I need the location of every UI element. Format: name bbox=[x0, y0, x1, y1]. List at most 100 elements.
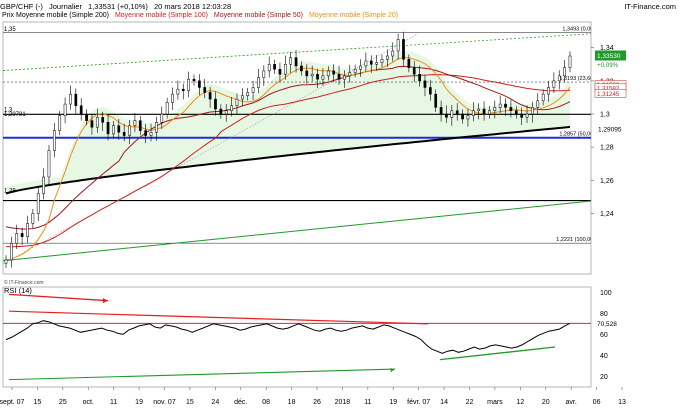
candle-body bbox=[343, 75, 346, 80]
candle-body bbox=[112, 125, 115, 135]
candle-body bbox=[138, 120, 142, 131]
candle-body bbox=[423, 80, 427, 88]
x-tick-label: oct. bbox=[83, 399, 94, 406]
candle-body bbox=[26, 223, 29, 237]
x-tick-label: nov. 07 bbox=[153, 399, 176, 406]
legend-ma200: Prix Moyenne mobile (Simple 200) bbox=[2, 12, 109, 19]
candle-body bbox=[439, 107, 443, 115]
candle-body bbox=[278, 69, 282, 75]
x-tick-label: 19 bbox=[135, 399, 143, 406]
brand-label: IT-Finance.com bbox=[624, 2, 676, 11]
x-tick-label: 25 bbox=[59, 399, 67, 406]
x-axis: sept. 07 15 25 oct. 11 19 nov. 07 15 24 déc. 08 18 2… bbox=[0, 387, 626, 406]
candle-body bbox=[359, 65, 362, 70]
candle-body bbox=[552, 80, 556, 88]
x-tick-label: févr. 07 bbox=[407, 399, 430, 406]
candle-body bbox=[412, 67, 416, 75]
candle-body bbox=[101, 117, 105, 123]
candle-body bbox=[149, 132, 153, 136]
candle-body bbox=[455, 110, 459, 115]
candle-body bbox=[289, 57, 293, 65]
candle-body bbox=[482, 108, 486, 115]
candle-body bbox=[160, 113, 164, 123]
x-tick-label: 18 bbox=[288, 399, 296, 406]
rsi-down-arrow bbox=[8, 293, 109, 302]
last-price-label: 1,33531 (+0,10%) bbox=[88, 2, 148, 11]
rsi-title: RSI (14) bbox=[4, 286, 32, 295]
candle-body bbox=[466, 115, 470, 120]
y-tick-label: 1,24 bbox=[600, 211, 614, 218]
candle-body bbox=[171, 93, 174, 103]
candle-body bbox=[353, 69, 357, 73]
candle-body bbox=[364, 60, 368, 67]
chart-header: GBP/CHF (-) Journalier 1,33531 (+0,10%) … bbox=[0, 1, 235, 12]
candle-body bbox=[262, 70, 266, 78]
candle-body bbox=[450, 110, 454, 118]
candle-body bbox=[31, 213, 35, 224]
candle-body bbox=[79, 105, 83, 115]
candle-body bbox=[407, 59, 411, 68]
candle-body bbox=[525, 113, 529, 118]
rsi-y-axis: 100 80 60 40 20 70,528 bbox=[597, 290, 617, 381]
candle-body bbox=[493, 107, 497, 111]
candle-body bbox=[520, 113, 524, 118]
ma-badge-label: 1,31582 bbox=[597, 85, 620, 92]
candle-body bbox=[557, 75, 561, 82]
ma200-line bbox=[5, 125, 571, 195]
x-tick-label: 06 bbox=[593, 399, 601, 406]
trend-area bbox=[6, 51, 570, 194]
candle-body bbox=[563, 67, 566, 77]
candle-body bbox=[428, 87, 432, 95]
candle-body bbox=[192, 78, 196, 82]
x-tick-label: 26 bbox=[313, 399, 321, 406]
candle-body bbox=[509, 107, 513, 111]
period-label: Journalier bbox=[49, 2, 82, 11]
x-tick-label: 11 bbox=[364, 399, 371, 406]
lower-trend-line bbox=[3, 200, 591, 262]
ma-badge bbox=[594, 89, 627, 98]
x-tick-label: déc. bbox=[234, 399, 247, 406]
candle-body bbox=[294, 57, 298, 67]
x-tick-label: 14 bbox=[440, 399, 448, 406]
candle-body bbox=[240, 95, 244, 100]
candle-body bbox=[187, 78, 190, 92]
x-tick-label: 13 bbox=[618, 399, 626, 406]
candle-body bbox=[95, 117, 99, 128]
candle-body bbox=[375, 62, 378, 65]
candle-body bbox=[504, 103, 507, 108]
candle-body bbox=[514, 110, 518, 115]
rsi-panel bbox=[2, 286, 592, 388]
candle-body bbox=[224, 110, 228, 115]
x-tick-label: 24 bbox=[211, 399, 219, 406]
symbol-label: GBP/CHF (-) bbox=[0, 2, 43, 11]
level-label: 1,2857 (50,00%) bbox=[559, 132, 600, 138]
x-tick-label: 22 bbox=[466, 399, 474, 406]
candle-body bbox=[208, 92, 212, 100]
candle-body bbox=[477, 108, 481, 111]
candle-body bbox=[445, 113, 448, 118]
candle-body bbox=[106, 122, 110, 135]
candle-body bbox=[198, 80, 201, 88]
x-tick-label: 11 bbox=[110, 399, 117, 406]
rsi-line bbox=[5, 320, 571, 354]
candle-body bbox=[273, 64, 276, 70]
x-tick-label: 2018 bbox=[335, 399, 351, 406]
ma20-line bbox=[5, 57, 571, 261]
candle-body bbox=[85, 113, 88, 121]
x-tick-label: 19 bbox=[389, 399, 397, 406]
legend-ma50: Moyenne mobile (Simple 50) bbox=[213, 12, 304, 19]
price-badge bbox=[595, 50, 626, 61]
y-tick-label: 1,3 bbox=[600, 112, 610, 119]
candle-body bbox=[547, 87, 550, 95]
rsi-tick-label: 80 bbox=[600, 311, 608, 318]
candle-body bbox=[122, 132, 126, 136]
main-y-axis: 1,341,321,31,281,261,241,33530+0,09%1,31… bbox=[591, 45, 627, 218]
x-tick-label: mars bbox=[487, 399, 503, 406]
main-plot: 1,3493 (0,00%) 1,3193 (23,60%) 1,2857 (50,… bbox=[3, 26, 600, 268]
candle-body bbox=[214, 98, 217, 110]
candle-body bbox=[128, 125, 131, 136]
candle-body bbox=[267, 64, 271, 72]
candle-body bbox=[58, 115, 62, 131]
level-label: 1,2221 (100,00%) bbox=[556, 237, 600, 243]
